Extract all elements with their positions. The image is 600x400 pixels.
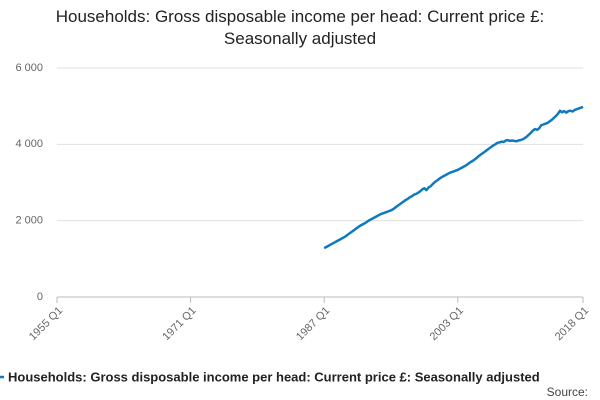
- x-tick-label: 2003 Q1: [428, 305, 466, 343]
- y-tick-label: 6 000: [15, 62, 43, 74]
- x-tick-label: 1987 Q1: [294, 305, 332, 343]
- y-tick-label: 2 000: [15, 215, 43, 227]
- x-tick-label: 1955 Q1: [27, 305, 65, 343]
- x-tick-label: 2018 Q1: [553, 305, 591, 343]
- y-tick-label: 0: [37, 291, 43, 303]
- legend-label: Households: Gross disposable income per …: [8, 369, 540, 384]
- line: [323, 105, 584, 250]
- chart-title: Households: Gross disposable income per …: [55, 7, 545, 48]
- x-tick-label: 1971 Q1: [160, 305, 198, 343]
- source: Source:: [547, 385, 588, 399]
- y-tick-label: 4 000: [15, 138, 43, 150]
